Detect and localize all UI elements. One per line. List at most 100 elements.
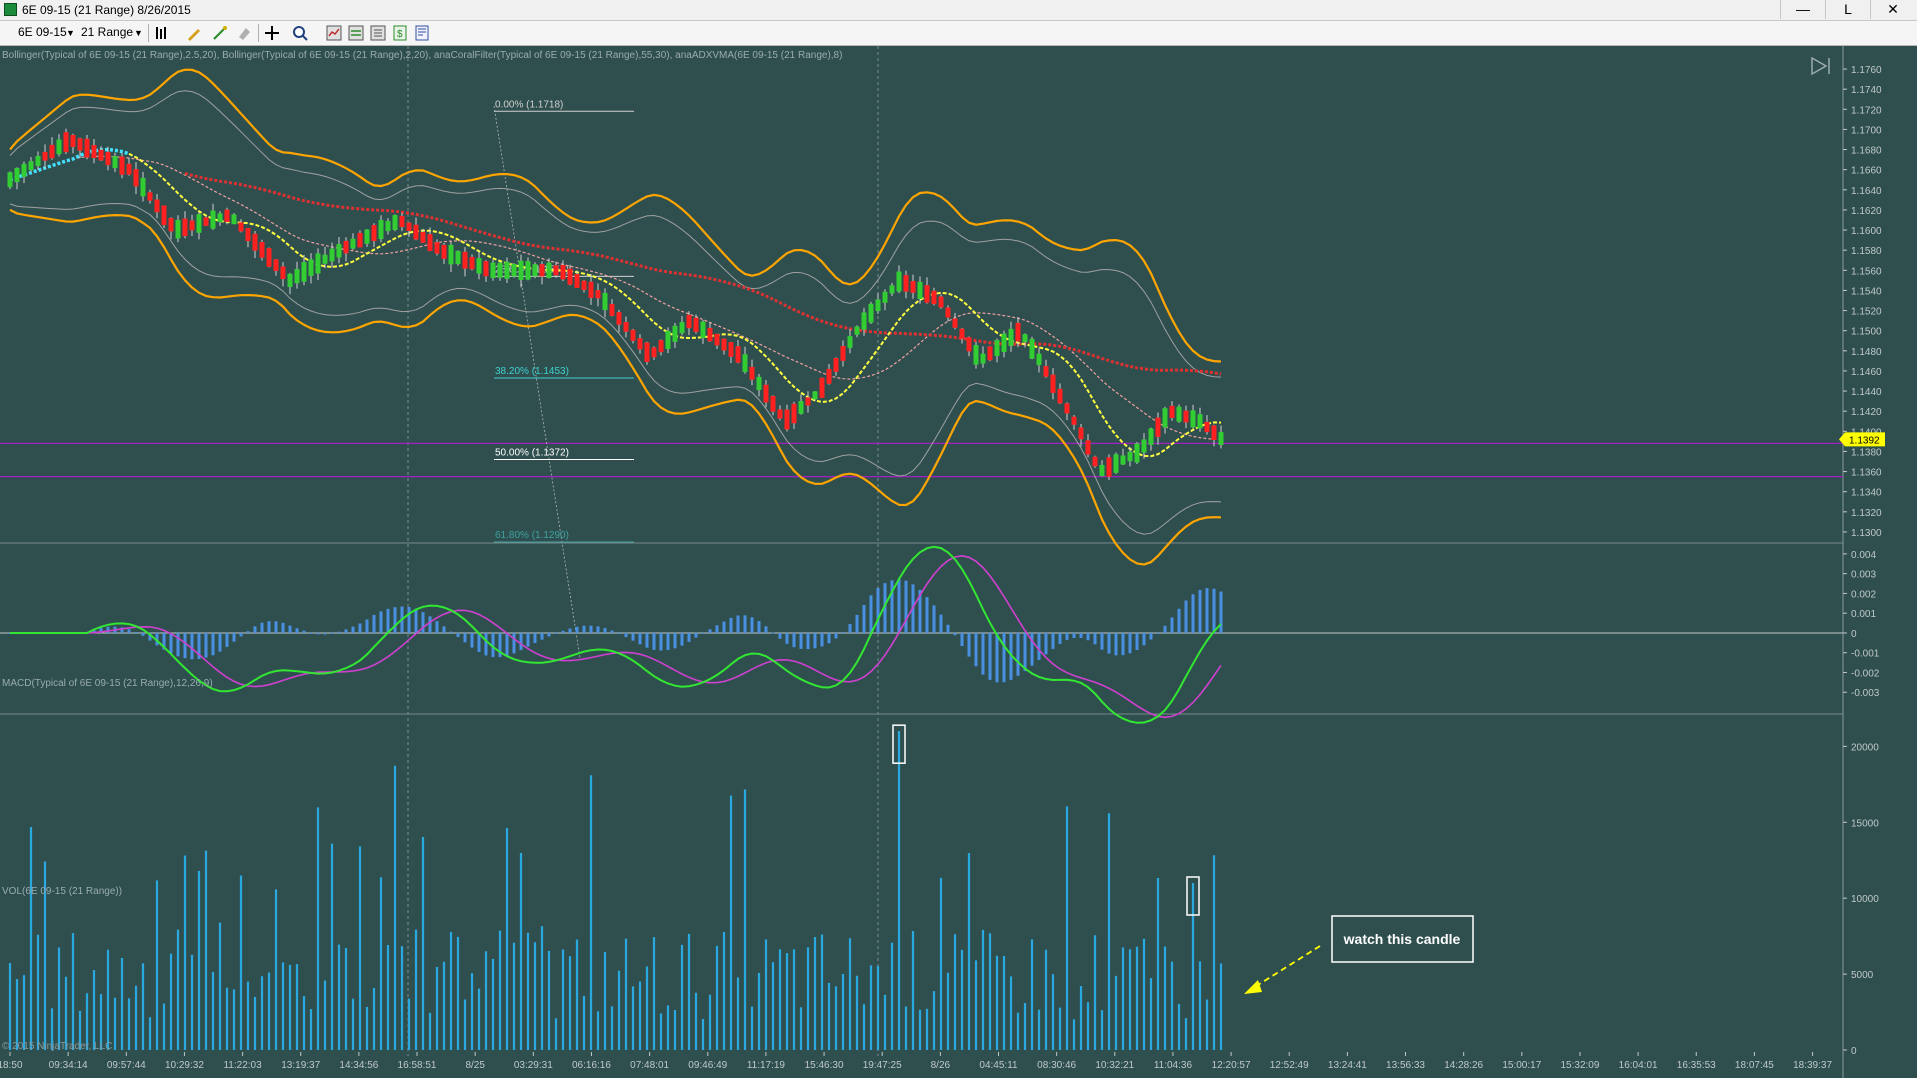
strategies-icon[interactable] (348, 25, 364, 41)
time-tick-label: 07:48:01 (630, 1060, 669, 1071)
highlight-box (1186, 876, 1200, 916)
macd-histogram-bar (820, 632, 824, 647)
macd-histogram-bar (463, 632, 467, 643)
bollinger-lower-band (9, 208, 1222, 566)
candle-body (119, 156, 125, 175)
macd-histogram-bar (981, 632, 985, 675)
candle-body (196, 214, 202, 233)
macd-histogram-bar (218, 632, 222, 652)
scroll-to-end-icon[interactable] (1811, 56, 1830, 76)
macd-histogram-bar (498, 632, 502, 658)
macd-histogram-bar (918, 589, 922, 633)
candle-body (833, 358, 839, 372)
candle-body (448, 244, 454, 265)
macd-tick-label: 0.004 (1851, 550, 1876, 561)
chart-area[interactable]: 0.00% (1.1718) 23.60% (1.1554) 38.20% (1.1… (0, 46, 1917, 1078)
eraser-icon[interactable] (236, 25, 252, 41)
candle-body (539, 264, 545, 277)
volume-tick-label: 0 (1851, 1046, 1857, 1057)
macd-histogram-bar (1079, 632, 1083, 638)
macd-histogram-bar (743, 615, 747, 633)
macd-histogram-bar (988, 632, 992, 680)
macd-histogram-bar (855, 614, 859, 633)
candle-body (357, 232, 363, 248)
time-tick-label: 18:07:45 (1735, 1060, 1774, 1071)
macd-histogram-bar (666, 632, 670, 651)
macd-histogram-bar (449, 631, 453, 633)
macd-histogram-bar (232, 632, 236, 642)
macd-histogram-bar (1107, 632, 1111, 654)
macd-histogram-bar (771, 632, 775, 634)
candle-body (1211, 425, 1217, 441)
macd-histogram-bar (1184, 600, 1188, 633)
time-tick-label: 12:20:57 (1212, 1060, 1251, 1071)
macd-histogram-bar (148, 632, 152, 641)
macd-histogram-bar (841, 631, 845, 633)
annotation-box[interactable] (1331, 915, 1474, 963)
grid-lines (0, 46, 1844, 1078)
macd-histogram-bar (883, 583, 887, 633)
candle-body (210, 210, 216, 229)
candle-body (378, 220, 384, 240)
properties-icon[interactable] (370, 25, 386, 41)
candle-body (336, 244, 342, 258)
macd-histogram-bar (869, 595, 873, 633)
candle-body (175, 219, 181, 239)
macd-histogram-bar (512, 632, 516, 654)
macd-histogram-bar (197, 632, 201, 659)
candle-body (532, 264, 538, 277)
fibonacci-retracement[interactable]: 0.00% (1.1718) 23.60% (1.1554) 38.20% (1.1… (493, 99, 634, 659)
candle-body (462, 251, 468, 269)
interval-selector[interactable]: 21 Range (81, 25, 134, 39)
candle-body (392, 215, 398, 230)
time-tick-label: 18:50 (0, 1060, 23, 1071)
macd-histogram-bar (708, 629, 712, 633)
instrument-selector[interactable]: 6E 09-15 (18, 25, 67, 39)
restore-button[interactable]: L (1825, 0, 1870, 19)
bar-type-icon[interactable] (154, 25, 170, 41)
data-box-icon[interactable]: $ (392, 25, 408, 41)
time-tick-label: 8/25 (465, 1060, 485, 1071)
minimize-button[interactable]: — (1780, 0, 1825, 19)
time-tick-label: 15:32:09 (1560, 1060, 1599, 1071)
time-tick-label: 13:19:37 (281, 1060, 320, 1071)
candle-body (546, 262, 552, 279)
macd-tick-label: -0.003 (1851, 688, 1880, 699)
candle-body (525, 261, 531, 280)
magic-wand-icon[interactable] (212, 25, 228, 41)
candle-body (728, 342, 734, 357)
macd-line (10, 545, 1222, 724)
candle-body (406, 222, 412, 231)
macd-histogram-bar (225, 632, 229, 647)
volume-tick-label: 10000 (1851, 894, 1879, 905)
macd-histogram-bar (281, 622, 285, 633)
chart-background (0, 46, 1917, 1078)
macd-histogram-bar (1037, 632, 1041, 660)
candle-body (567, 268, 573, 285)
time-tick-label: 10:32:21 (1095, 1060, 1134, 1071)
crosshair-icon[interactable] (264, 25, 280, 41)
candle-body (1190, 410, 1196, 428)
volume-tick-label: 20000 (1851, 742, 1879, 753)
macd-histogram-bar (659, 632, 663, 651)
order-icon[interactable] (414, 25, 430, 41)
zoom-icon[interactable] (292, 25, 308, 41)
toolbar-divider (148, 24, 149, 42)
candle-body (476, 258, 482, 274)
time-tick-label: 15:00:17 (1502, 1060, 1541, 1071)
drawing-tool-icon[interactable] (186, 25, 202, 41)
indicators-icon[interactable] (326, 25, 342, 41)
volume-bars (8, 724, 1223, 1050)
chevron-down-icon[interactable]: ▼ (66, 28, 75, 38)
close-button[interactable]: ✕ (1870, 0, 1915, 19)
macd-histogram-bar (603, 628, 607, 633)
chevron-down-icon[interactable]: ▼ (134, 28, 143, 38)
candle-body (231, 214, 237, 225)
candle-body (35, 155, 41, 166)
price-tick-label: 1.1460 (1851, 367, 1882, 378)
time-tick-label: 16:35:53 (1677, 1060, 1716, 1071)
adxvma-line (9, 147, 130, 182)
macd-histogram-bar (778, 632, 782, 639)
candle-body (294, 269, 300, 284)
candle-body (105, 152, 111, 166)
